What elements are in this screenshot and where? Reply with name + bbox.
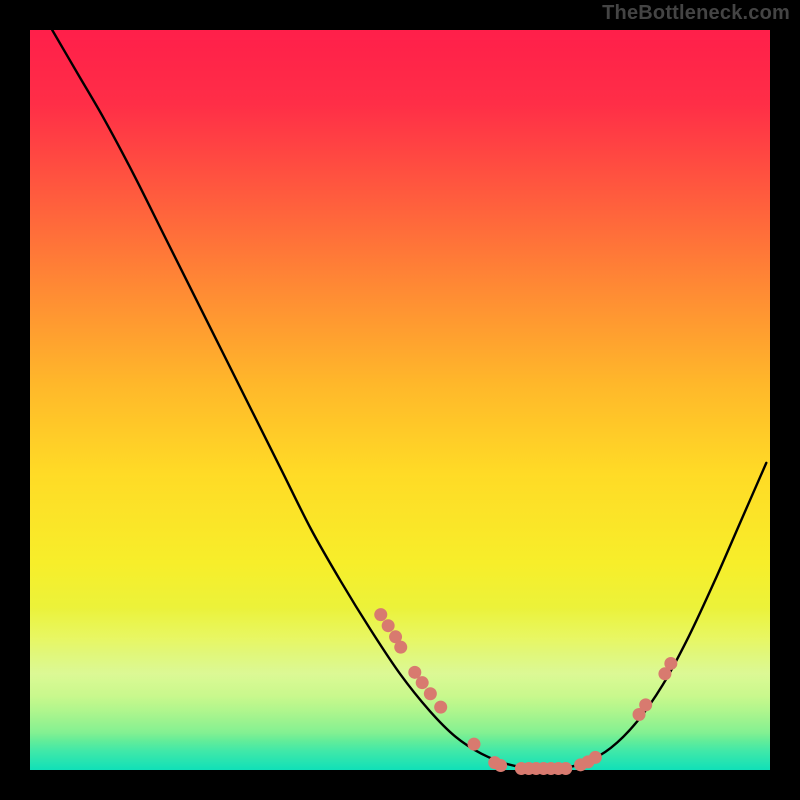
curve-marker xyxy=(639,698,652,711)
curve-marker xyxy=(374,608,387,621)
curve-marker xyxy=(494,759,507,772)
curve-marker xyxy=(394,641,407,654)
curve-marker xyxy=(589,751,602,764)
watermark-text: TheBottleneck.com xyxy=(602,2,790,25)
curve-marker xyxy=(382,619,395,632)
curve-marker xyxy=(559,762,572,775)
curve-marker xyxy=(416,676,429,689)
curve-marker xyxy=(424,687,437,700)
curve-marker xyxy=(468,738,481,751)
curve-marker xyxy=(664,657,677,670)
curve-marker xyxy=(434,701,447,714)
